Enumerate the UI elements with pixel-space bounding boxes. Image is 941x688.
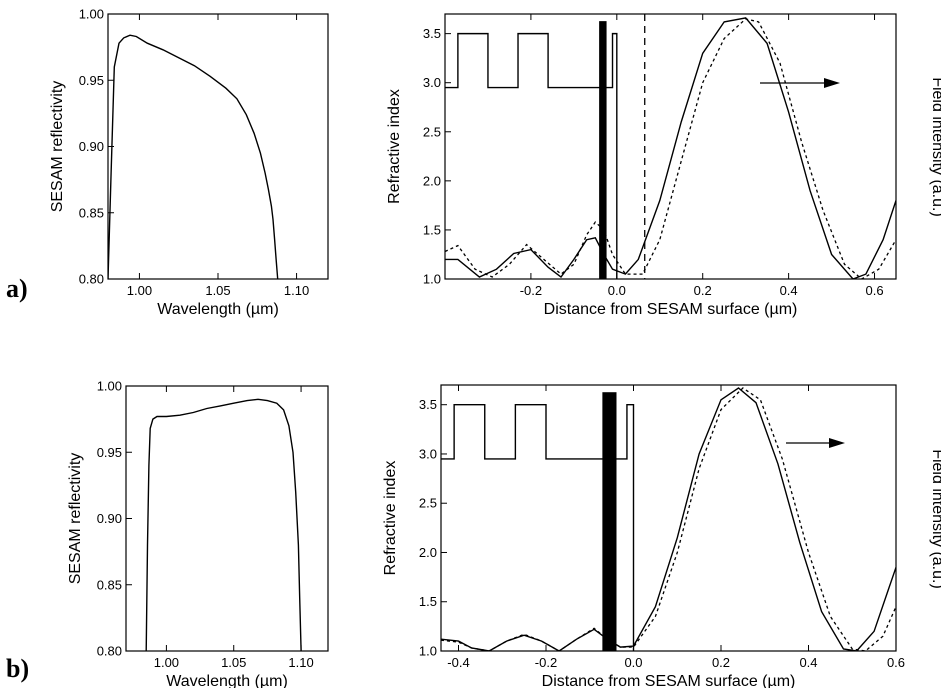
x-tick-label: -0.2: [520, 283, 542, 298]
x-tick-label: 0.2: [712, 655, 730, 670]
y-axis-label: Refractive index: [386, 89, 403, 204]
x-tick-label: -0.2: [535, 655, 557, 670]
x-tick-label: 1.00: [127, 283, 152, 298]
y-tick-label: 0.85: [79, 205, 104, 220]
y-tick-label: 0.95: [79, 73, 104, 88]
panel-label: b): [6, 654, 29, 683]
series-line-solid: [145, 398, 302, 651]
series-line-dashed: [445, 18, 896, 279]
y-tick-label: 2.0: [419, 545, 437, 560]
y-tick-label: 3.0: [419, 446, 437, 461]
y-tick-label: 3.0: [423, 75, 441, 90]
absorber-layer: [599, 21, 607, 280]
series-line-dashed: [441, 387, 896, 651]
x-axis-label: Wavelength (µm): [166, 673, 288, 688]
y-tick-label: 1.00: [97, 379, 122, 394]
series-line-solid: [108, 34, 279, 279]
y-tick-label: 0.85: [97, 577, 122, 592]
x-tick-label: 0.6: [865, 283, 883, 298]
x-axis-label: Distance from SESAM surface (µm): [544, 301, 798, 318]
chart-b-reflectivity: 1.00 1.05 1.10 0.80 0.85 0.90 0.95 1.00 Waveleng…: [67, 379, 329, 688]
x-tick-label: 1.05: [221, 655, 246, 670]
right-axis-label: Field intensity (a.u.): [929, 77, 941, 217]
y-axis-label: SESAM reflectivity: [49, 81, 66, 213]
y-tick-label: 1.5: [419, 594, 437, 609]
panel-label: a): [6, 274, 28, 303]
x-tick-label: 0.0: [624, 655, 642, 670]
x-tick-label: 1.05: [205, 283, 230, 298]
right-axis-label: Field intensity (a.u.): [929, 449, 941, 589]
y-tick-label: 0.80: [79, 272, 104, 287]
y-tick-label: 1.00: [79, 7, 104, 22]
x-tick-label: -0.4: [447, 655, 469, 670]
x-tick-label: 0.2: [694, 283, 712, 298]
x-tick-label: 0.4: [780, 283, 798, 298]
chart-b-field: -0.4 -0.2 0.0 0.2 0.4 0.6 1.0 1.5 2.0 2.5 3.0 3.5 Di…: [382, 384, 941, 688]
refractive-index-profile: [445, 32, 618, 279]
x-tick-label: 1.00: [154, 655, 179, 670]
plot-frame: [444, 13, 897, 280]
y-axis-label: SESAM reflectivity: [67, 453, 84, 585]
x-tick-label: 0.6: [887, 655, 905, 670]
y-tick-label: 0.80: [97, 644, 122, 659]
refractive-index-profile: [441, 404, 635, 651]
plot-frame: [107, 13, 329, 280]
x-tick-label: 1.10: [284, 283, 309, 298]
arrow-head-icon: [829, 438, 845, 448]
y-tick-label: 1.0: [419, 644, 437, 659]
y-tick-label: 1.0: [423, 272, 441, 287]
absorber-layer: [602, 392, 617, 652]
arrow-head-icon: [824, 78, 840, 88]
y-tick-label: 3.5: [419, 397, 437, 412]
x-axis-label: Distance from SESAM surface (µm): [542, 673, 796, 688]
y-tick-label: 1.5: [423, 222, 441, 237]
y-tick-label: 2.0: [423, 173, 441, 188]
y-tick-label: 2.5: [423, 124, 441, 139]
y-tick-label: 0.90: [79, 139, 104, 154]
y-tick-label: 0.95: [97, 445, 122, 460]
series-line-solid: [445, 17, 896, 279]
chart-a-field: -0.2 0.0 0.2 0.4 0.6 1.0 1.5 2.0 2.5 3.0 3.5 Distan…: [386, 13, 941, 318]
x-tick-label: 1.10: [288, 655, 313, 670]
y-tick-label: 2.5: [419, 496, 437, 511]
x-tick-label: 0.4: [799, 655, 817, 670]
x-tick-label: 0.0: [608, 283, 626, 298]
y-axis-label: Refractive index: [382, 461, 399, 576]
y-tick-label: 0.90: [97, 511, 122, 526]
x-axis-label: Wavelength (µm): [157, 301, 279, 318]
y-tick-label: 3.5: [423, 26, 441, 41]
plot-frame: [440, 384, 897, 652]
chart-a-reflectivity: 1.00 1.05 1.10 0.80 0.85 0.90 0.95 1.00 Waveleng…: [49, 7, 329, 318]
series-line-solid: [441, 387, 896, 651]
